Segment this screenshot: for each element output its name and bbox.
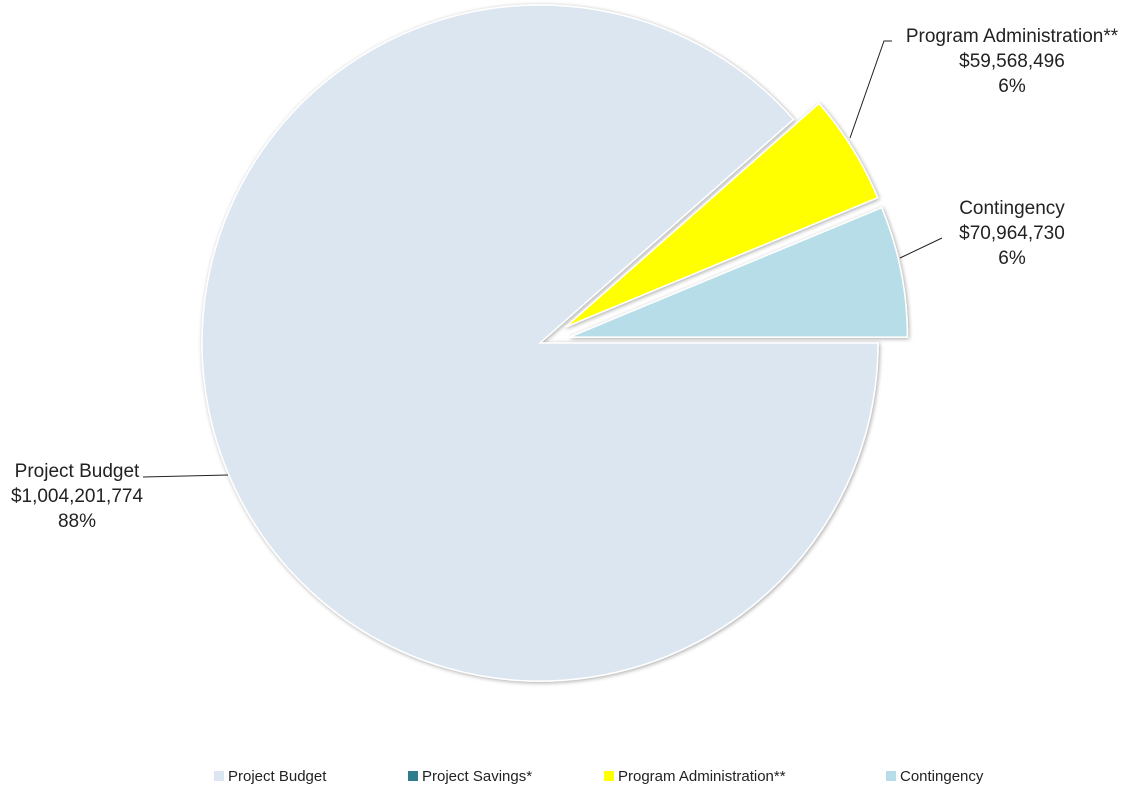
legend-label-project-savings: Project Savings*	[422, 768, 532, 785]
data-label-project-budget-name: Project Budget	[15, 461, 140, 482]
legend-swatch-project-savings	[408, 771, 418, 781]
data-label-program-administration-name: Program Administration**	[906, 26, 1119, 47]
data-label-contingency-name: Contingency	[959, 198, 1065, 219]
legend-label-program-administration: Program Administration**	[618, 768, 786, 785]
leader-line-program-administration	[849, 40, 892, 139]
legend-swatch-contingency	[886, 771, 896, 781]
pie-slice-contingency	[569, 206, 909, 338]
legend-label-project-budget: Project Budget	[228, 768, 327, 785]
data-label-project-budget-value: $1,004,201,774	[11, 486, 144, 507]
pie-slice-program-administration	[564, 102, 879, 328]
legend-swatch-project-budget	[214, 771, 224, 781]
leader-line-contingency	[899, 237, 943, 259]
legend: Project Budget Project Savings* Program Ad…	[214, 768, 984, 785]
leader-line-project-budget	[142, 474, 229, 478]
data-label-contingency-value: $70,964,730	[959, 223, 1065, 244]
data-label-program-administration-percent: 6%	[998, 76, 1026, 97]
pie-slice-project-budget	[201, 4, 879, 682]
data-label-program-administration-value: $59,568,496	[959, 51, 1065, 72]
data-label-contingency-percent: 6%	[998, 248, 1026, 269]
data-label-project-budget-percent: 88%	[58, 511, 96, 532]
legend-swatch-program-administration	[604, 771, 614, 781]
legend-label-contingency: Contingency	[900, 768, 984, 785]
